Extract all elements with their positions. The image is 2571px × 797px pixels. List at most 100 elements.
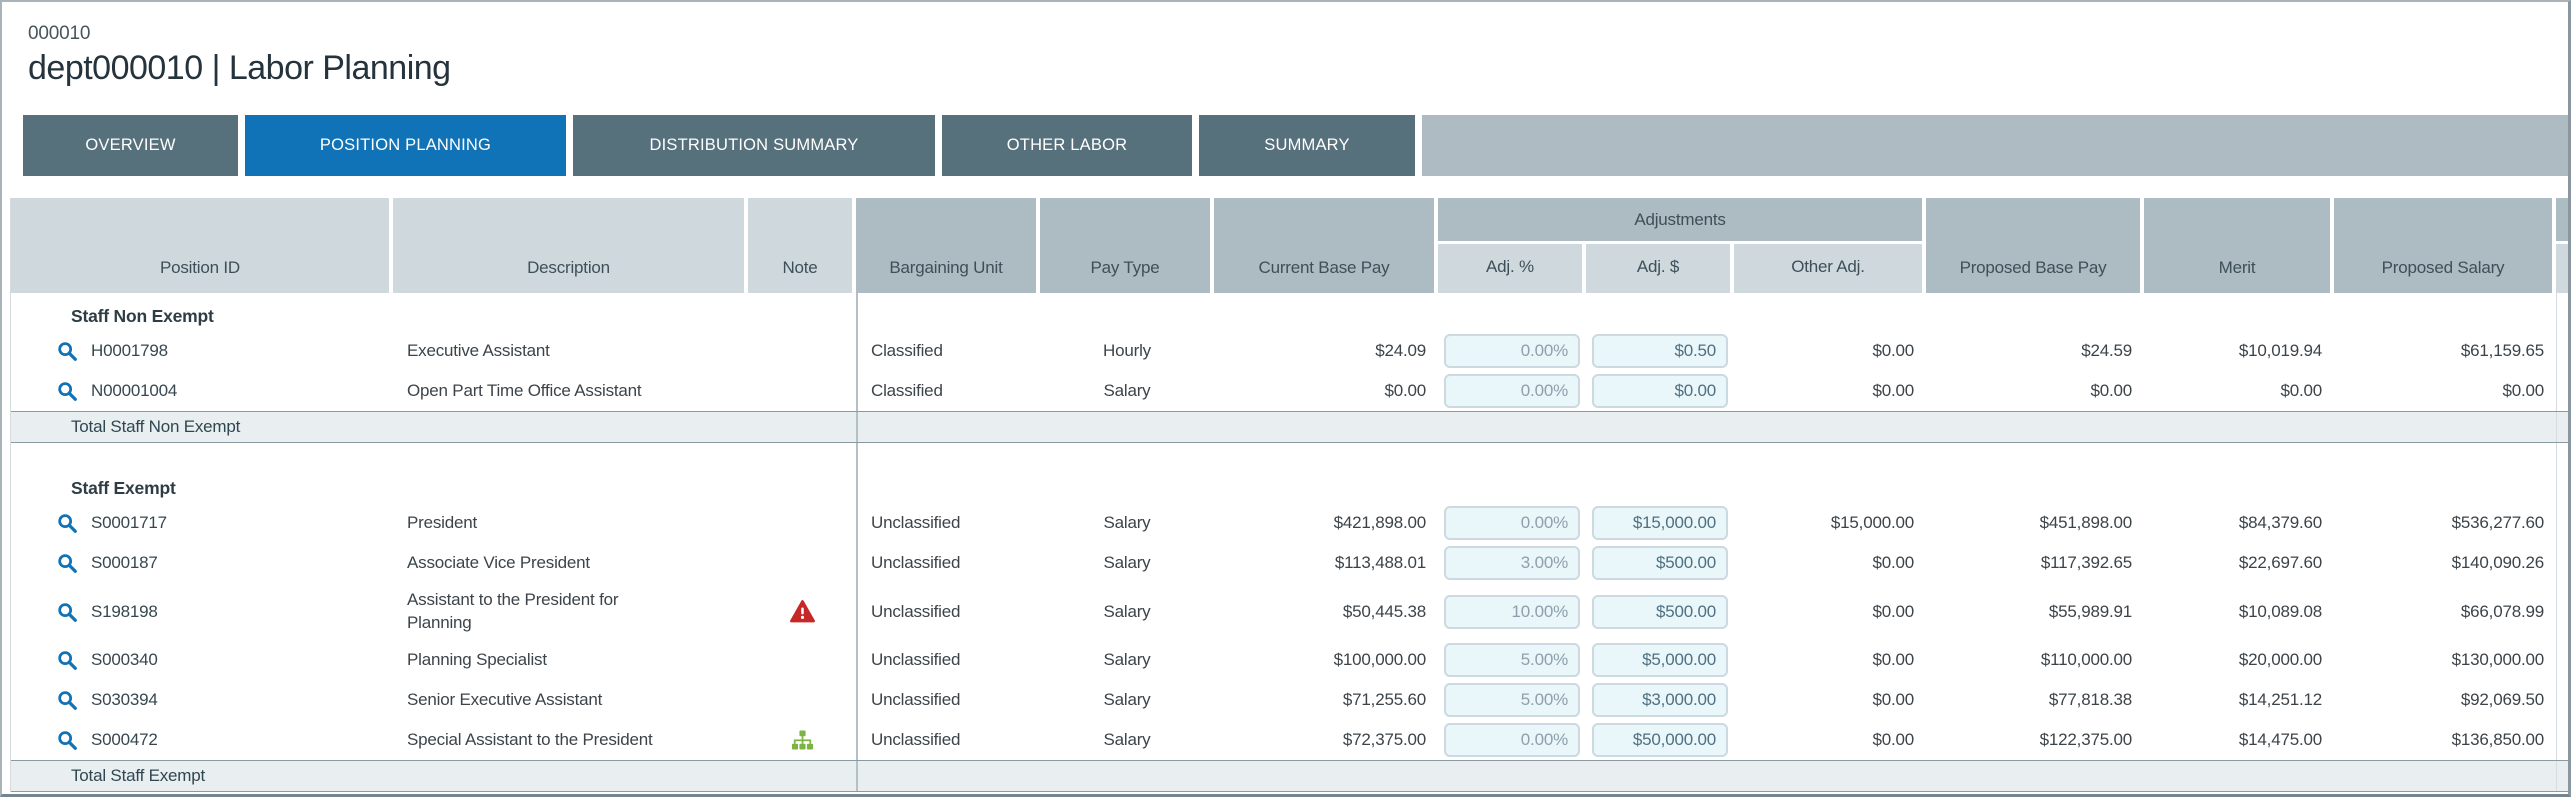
- position-description: Open Part Time Office Assistant: [407, 380, 642, 400]
- bargaining-unit: Unclassified: [856, 543, 1040, 583]
- position-id: S000340: [91, 650, 158, 670]
- total-row: Total Staff Exempt: [11, 760, 2568, 793]
- table-row: H0001798 Executive Assistant Classified Hou…: [11, 331, 2568, 371]
- adj-dollar-input[interactable]: [1592, 723, 1728, 758]
- tab-summary[interactable]: SUMMARY: [1199, 115, 1415, 176]
- adj-pct-input[interactable]: [1444, 723, 1580, 758]
- tab-other-labor[interactable]: OTHER LABOR: [942, 115, 1192, 176]
- search-icon[interactable]: [56, 729, 78, 751]
- section-label: Staff Exempt: [71, 477, 176, 498]
- table-row: S030394 Senior Executive Assistant Unclass…: [11, 680, 2568, 721]
- adj-pct-input[interactable]: [1444, 546, 1580, 580]
- tab-overview[interactable]: OVERVIEW: [23, 115, 238, 176]
- total-row-spacer: [856, 412, 2556, 442]
- search-icon[interactable]: [56, 340, 78, 362]
- merit-amount: $84,379.60: [2238, 513, 2322, 532]
- column-header-proposed-base-pay: Proposed Base Pay: [1926, 198, 2144, 293]
- other-adj: $0.00: [1872, 690, 1914, 710]
- adj-dollar-input[interactable]: [1592, 546, 1728, 580]
- adj-dollar-input[interactable]: [1592, 594, 1728, 629]
- bargaining-unit: Classified: [856, 371, 1040, 411]
- position-id: S030394: [91, 690, 158, 710]
- note-cell: [748, 680, 856, 720]
- position-id-cell: H0001798: [11, 331, 393, 371]
- proposed-base-pay: $24.59: [2081, 341, 2132, 360]
- column-header-description: Description: [393, 198, 748, 293]
- note-cell: [748, 583, 856, 640]
- other-adj: $0.00: [1872, 553, 1914, 572]
- position-description: Associate Vice President: [407, 552, 590, 572]
- section-header-row: Staff Non Exempt: [11, 293, 2568, 331]
- adj-pct-input[interactable]: [1444, 683, 1580, 718]
- current-base-pay: $113,488.01: [1334, 553, 1426, 572]
- partial-column-cell: [2556, 371, 2568, 411]
- note-cell: [748, 503, 856, 543]
- org-chart-note-icon[interactable]: [791, 729, 814, 752]
- adj-dollar-input[interactable]: [1592, 334, 1728, 368]
- adj-pct-input-cell: [1438, 543, 1586, 583]
- adj-dollar-input[interactable]: [1592, 506, 1728, 540]
- adj-pct-input-cell: [1438, 640, 1586, 680]
- table-row: S0001717 President Unclassified Salary $421,…: [11, 503, 2568, 543]
- warning-note-icon[interactable]: [789, 599, 815, 624]
- spacer: [856, 443, 2556, 465]
- adj-pct-input[interactable]: [1444, 334, 1580, 368]
- adj-pct-input[interactable]: [1444, 374, 1580, 408]
- position-id: S0001717: [91, 513, 167, 532]
- adj-pct-input[interactable]: [1444, 594, 1580, 629]
- other-adj: $0.00: [1872, 650, 1914, 670]
- other-adj: $15,000.00: [1830, 513, 1914, 532]
- search-icon[interactable]: [56, 552, 78, 574]
- merit-amount: $10,089.08: [2238, 601, 2322, 621]
- note-cell: [748, 543, 856, 583]
- adj-dollar-input[interactable]: [1592, 683, 1728, 718]
- proposed-salary: $61,159.65: [2460, 341, 2544, 360]
- proposed-salary: $92,069.50: [2460, 690, 2544, 710]
- proposed-salary: $140,090.26: [2451, 553, 2545, 572]
- merit-amount: $14,475.00: [2238, 730, 2322, 750]
- other-adj: $0.00: [1872, 601, 1914, 621]
- total-row: Total Staff Non Exempt: [11, 411, 2568, 443]
- pay-type: Salary: [1103, 690, 1151, 710]
- pay-type: Salary: [1103, 601, 1151, 621]
- position-id-cell: N00001004: [11, 371, 393, 411]
- adj-dollar-input[interactable]: [1592, 374, 1728, 408]
- note-cell: [748, 720, 856, 760]
- adj-dollar-input-cell: [1586, 583, 1734, 640]
- other-adj: $0.00: [1872, 730, 1914, 750]
- adj-pct-input[interactable]: [1444, 643, 1580, 678]
- proposed-salary: $0.00: [2502, 381, 2544, 400]
- partial-column-subheader: [2556, 241, 2568, 293]
- bargaining-unit: Unclassified: [856, 680, 1040, 721]
- position-id: S000472: [91, 730, 158, 750]
- proposed-salary: $130,000.00: [2451, 650, 2545, 670]
- search-icon[interactable]: [56, 380, 78, 402]
- partial-column-cell: [2556, 412, 2568, 442]
- adj-pct-input[interactable]: [1444, 506, 1580, 540]
- partial-column-cell: [2556, 640, 2568, 681]
- section-spacer-row: [11, 443, 2568, 465]
- position-description: Assistant to the President for Planning: [407, 590, 619, 632]
- search-icon[interactable]: [56, 649, 78, 671]
- bargaining-unit: Classified: [856, 331, 1040, 371]
- search-icon[interactable]: [56, 512, 78, 534]
- bargaining-unit: Unclassified: [856, 583, 1040, 641]
- tab-position-planning[interactable]: POSITION PLANNING: [245, 115, 566, 176]
- adj-dollar-input[interactable]: [1592, 643, 1728, 678]
- adj-dollar-input-cell: [1586, 543, 1734, 583]
- partial-column-cell: [2556, 761, 2568, 792]
- adj-dollar-input-cell: [1586, 720, 1734, 760]
- column-group-header-adjustments: Adjustments: [1438, 198, 1926, 241]
- column-header-other-adj: Other Adj.: [1734, 241, 1926, 293]
- column-header-adj-dollar: Adj. $: [1586, 241, 1734, 293]
- proposed-salary: $136,850.00: [2451, 730, 2545, 750]
- note-cell: [748, 331, 856, 371]
- tab-distribution-summary[interactable]: DISTRIBUTION SUMMARY: [573, 115, 935, 176]
- column-header-note: Note: [748, 198, 856, 293]
- search-icon[interactable]: [56, 601, 78, 623]
- pay-type: Hourly: [1103, 341, 1151, 360]
- current-base-pay: $72,375.00: [1342, 730, 1426, 750]
- table-row: S000340 Planning Specialist Unclassified Sa…: [11, 640, 2568, 681]
- search-icon[interactable]: [56, 689, 78, 711]
